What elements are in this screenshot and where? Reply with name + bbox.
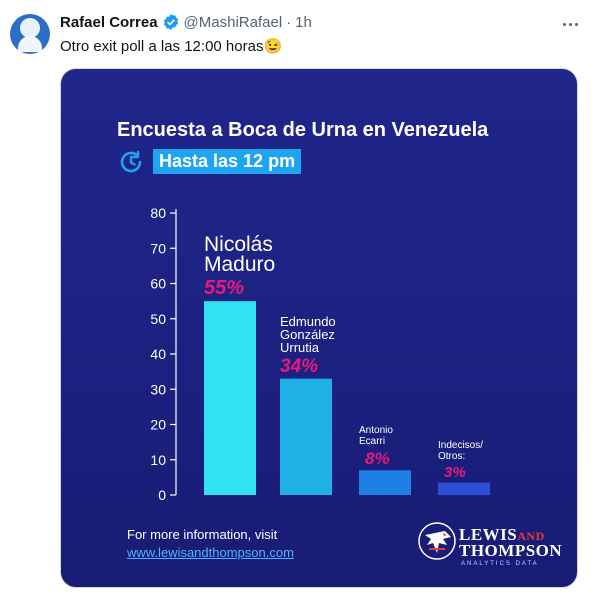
bar-2	[359, 470, 411, 495]
bar-1	[280, 378, 332, 495]
clock-icon	[120, 150, 142, 173]
website-link[interactable]: www.lewisandthompson.com	[127, 545, 294, 560]
y-tick-label: 50	[150, 311, 166, 327]
footer-text: For more information, visit	[127, 527, 278, 542]
tweet-time[interactable]: 1h	[295, 13, 312, 31]
bar-0	[204, 301, 256, 495]
logo-subtext: ANALYTICS DATA	[461, 561, 539, 567]
chart-subtitle: Hasta las 12 pm	[153, 149, 302, 174]
tweet-header: Rafael Correa @MashiRafael · 1h	[60, 13, 312, 31]
logo-text-and: AND	[517, 529, 545, 543]
bar-percent-2: 8%	[365, 449, 390, 469]
y-tick-label: 20	[150, 417, 166, 433]
verified-badge-icon	[163, 14, 178, 30]
bar-label-2: Antonio Ecarri	[359, 425, 393, 447]
y-tick-label: 30	[150, 381, 166, 397]
author-handle[interactable]: @MashiRafael	[183, 13, 283, 31]
bar-label-line: Nicolás	[204, 233, 273, 257]
author-name[interactable]: Rafael Correa	[60, 13, 158, 31]
bar-label-line: Antonio	[359, 425, 393, 437]
bar-label-line: Otros:	[438, 450, 466, 462]
bar-label-line: Urrutia	[280, 339, 320, 355]
bar-label-line: Ecarri	[359, 436, 386, 448]
tweet-media-image[interactable]: Encuesta a Boca de Urna en Venezuela Has…	[60, 68, 578, 588]
bar-label-3: Indecisos/Otros:	[438, 440, 483, 462]
more-options-button[interactable]	[558, 14, 582, 34]
y-tick-label: 40	[150, 346, 166, 362]
bar-3	[438, 482, 490, 495]
bar-percent-3: 3%	[444, 463, 466, 481]
chart-title: Encuesta a Boca de Urna en Venezuela	[117, 119, 489, 141]
y-tick-label: 70	[150, 240, 166, 256]
tweet-text: Otro exit poll a las 12:00 horas😉	[60, 38, 283, 55]
bar-label-line: Edmundo	[280, 313, 336, 329]
bar-percent-1: 34%	[280, 355, 319, 377]
y-tick-label: 0	[158, 487, 166, 503]
bar-label-line: González	[280, 326, 335, 342]
bar-percent-0: 55%	[204, 277, 245, 300]
eagle-logo-icon	[418, 522, 456, 560]
logo-text-thompson: THOMPSON	[459, 541, 563, 560]
y-tick-label: 60	[150, 276, 166, 292]
bar-label-line: Indecisos/	[438, 439, 484, 451]
bar-chart: 0 10 20 30 40 50 60 70 80	[150, 205, 490, 503]
bar-label-0: Nicolás Maduro	[204, 233, 276, 277]
avatar[interactable]	[10, 14, 50, 54]
bar-label-line: Maduro	[204, 253, 276, 277]
more-icon	[562, 22, 566, 26]
logo-text-lewis: LEWISAND	[459, 525, 545, 544]
bar-label-1: Edmundo González Urrutia	[280, 315, 336, 354]
y-tick-label: 80	[150, 205, 166, 221]
y-tick-label: 10	[150, 452, 166, 468]
separator-dot: ·	[286, 13, 292, 31]
